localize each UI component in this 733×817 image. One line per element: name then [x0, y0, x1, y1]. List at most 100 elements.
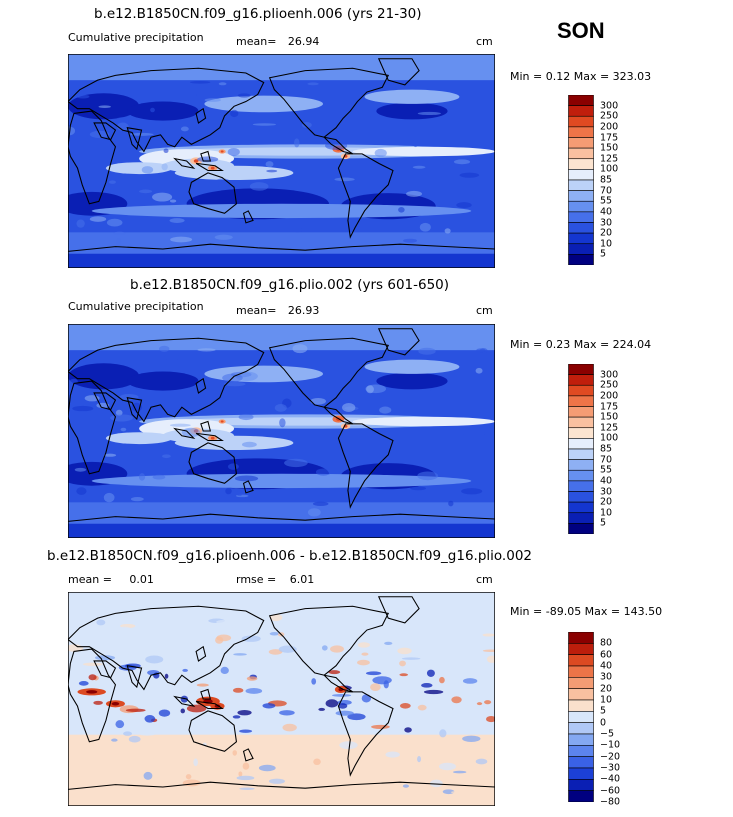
panel-1-map [68, 54, 495, 268]
colorbar-box [568, 711, 594, 723]
colorbar-box [568, 491, 594, 503]
colorbar-tick-label: 85 [600, 174, 613, 186]
panel-3-mean-value: 0.01 [129, 573, 154, 586]
colorbar-box [568, 480, 594, 492]
colorbar-tick-label: 55 [600, 195, 613, 207]
panel-2-colorbar-labels: 300 250 200 175 150 125 100 85 70 55 40 30 20 10 5 [600, 364, 640, 534]
panel-1-title: b.e12.B1850CN.f09_g16.plioenh.006 (yrs 2… [94, 6, 422, 22]
colorbar-tick-label: 10 [600, 507, 613, 518]
colorbar-tick-label: 250 [600, 379, 619, 391]
colorbar-box [568, 105, 594, 117]
panel-3-map [68, 592, 495, 806]
colorbar-tick-label: 5 [600, 705, 607, 717]
colorbar-box [568, 374, 594, 386]
panel-2-mean: mean= 26.93 [236, 304, 319, 317]
panel-1-mean-value: 26.94 [287, 35, 320, 48]
colorbar-tick-label: 20 [600, 227, 613, 239]
colorbar-box [568, 523, 594, 534]
panel-3-rmse: rmse = 6.01 [236, 573, 314, 586]
colorbar-tick-label: −30 [600, 762, 621, 774]
colorbar-box [568, 232, 594, 245]
colorbar-box [568, 243, 594, 255]
panel-2-mean-label: mean= [236, 304, 277, 317]
colorbar-box [568, 512, 594, 524]
colorbar-tick-label: −10 [600, 739, 621, 751]
colorbar-tick-label: 5 [600, 517, 607, 529]
colorbar-tick-label: 40 [600, 660, 613, 672]
colorbar-box [568, 654, 594, 667]
colorbar-box [568, 179, 594, 191]
colorbar-tick-label: 175 [600, 400, 619, 412]
panel-3-title: b.e12.B1850CN.f09_g16.plioenh.006 - b.e1… [47, 548, 532, 564]
colorbar-tick-label: 300 [600, 368, 619, 380]
panel-2-title: b.e12.B1850CN.f09_g16.plio.002 (yrs 601-… [130, 277, 450, 293]
colorbar-tick-label: −40 [600, 773, 621, 785]
season-label: SON [557, 18, 605, 43]
colorbar-tick-label: −20 [600, 750, 621, 762]
colorbar-tick-label: 70 [600, 184, 613, 196]
panel-2-units: cm [476, 304, 493, 317]
colorbar-box [568, 200, 594, 213]
colorbar-box [568, 722, 594, 735]
colorbar-tick-label: 60 [600, 648, 613, 660]
colorbar-box [568, 416, 594, 429]
colorbar-tick-label: −60 [600, 784, 621, 796]
panel-2-minmax: Min = 0.23 Max = 224.04 [510, 338, 652, 351]
colorbar-box [568, 254, 594, 265]
colorbar-box [568, 384, 594, 397]
colorbar-box [568, 147, 594, 160]
colorbar-box [568, 688, 594, 701]
colorbar-box [568, 779, 594, 791]
colorbar-tick-label: 40 [600, 475, 613, 487]
panel-1-colorbar-labels: 300 250 200 175 150 125 100 85 70 55 40 30 20 10 5 [600, 95, 640, 265]
panel-3-rmse-value: 6.01 [289, 573, 315, 586]
panel-1-units: cm [476, 35, 493, 48]
colorbar-box [568, 438, 594, 450]
panel-3-colorbar [568, 632, 594, 802]
colorbar-box [568, 699, 594, 712]
colorbar-tick-label: −80 [600, 796, 621, 808]
colorbar-box [568, 211, 594, 223]
colorbar-tick-label: 5 [600, 248, 607, 260]
colorbar-tick-label: 200 [600, 121, 619, 133]
colorbar-box [568, 95, 594, 106]
colorbar-tick-label: 40 [600, 206, 613, 218]
colorbar-box [568, 665, 594, 678]
colorbar-box [568, 222, 594, 234]
colorbar-box [568, 137, 594, 149]
panel-1-minmax: Min = 0.12 Max = 323.03 [510, 70, 652, 83]
colorbar-box [568, 448, 594, 460]
colorbar-box [568, 643, 594, 655]
colorbar-box [568, 469, 594, 482]
panel-2-colorbar [568, 364, 594, 534]
colorbar-tick-label: 30 [600, 671, 613, 683]
colorbar-tick-label: −5 [600, 728, 615, 740]
panel-1-mean: mean= 26.94 [236, 35, 319, 48]
colorbar-tick-label: 10 [600, 238, 613, 249]
colorbar-box [568, 756, 594, 769]
colorbar-box [568, 459, 594, 471]
panel-3-colorbar-labels: 80 60 40 30 20 10 5 0 −5 −10 −20 −30 −40 −60 −80 [600, 632, 640, 807]
colorbar-tick-label: 125 [600, 422, 619, 433]
colorbar-box [568, 790, 594, 802]
colorbar-tick-label: 30 [600, 216, 613, 228]
colorbar-tick-label: 55 [600, 464, 613, 476]
panel-1-colorbar [568, 95, 594, 265]
colorbar-tick-label: 100 [600, 432, 619, 444]
colorbar-tick-label: 20 [600, 682, 613, 694]
colorbar-tick-label: 30 [600, 485, 613, 497]
colorbar-tick-label: 125 [600, 153, 619, 164]
colorbar-box [568, 427, 594, 439]
colorbar-tick-label: 150 [600, 411, 619, 423]
colorbar-tick-label: 175 [600, 131, 619, 143]
colorbar-tick-label: 300 [600, 99, 619, 111]
colorbar-box [568, 632, 594, 644]
panel-3-rmse-label: rmse = [236, 573, 277, 586]
colorbar-box [568, 501, 594, 514]
panel-2-subtitle: Cumulative precipitation [68, 300, 204, 313]
colorbar-tick-label: 10 [600, 694, 613, 706]
colorbar-box [568, 169, 594, 181]
panel-1-subtitle: Cumulative precipitation [68, 31, 204, 44]
colorbar-box [568, 364, 594, 375]
colorbar-tick-label: 20 [600, 496, 613, 508]
